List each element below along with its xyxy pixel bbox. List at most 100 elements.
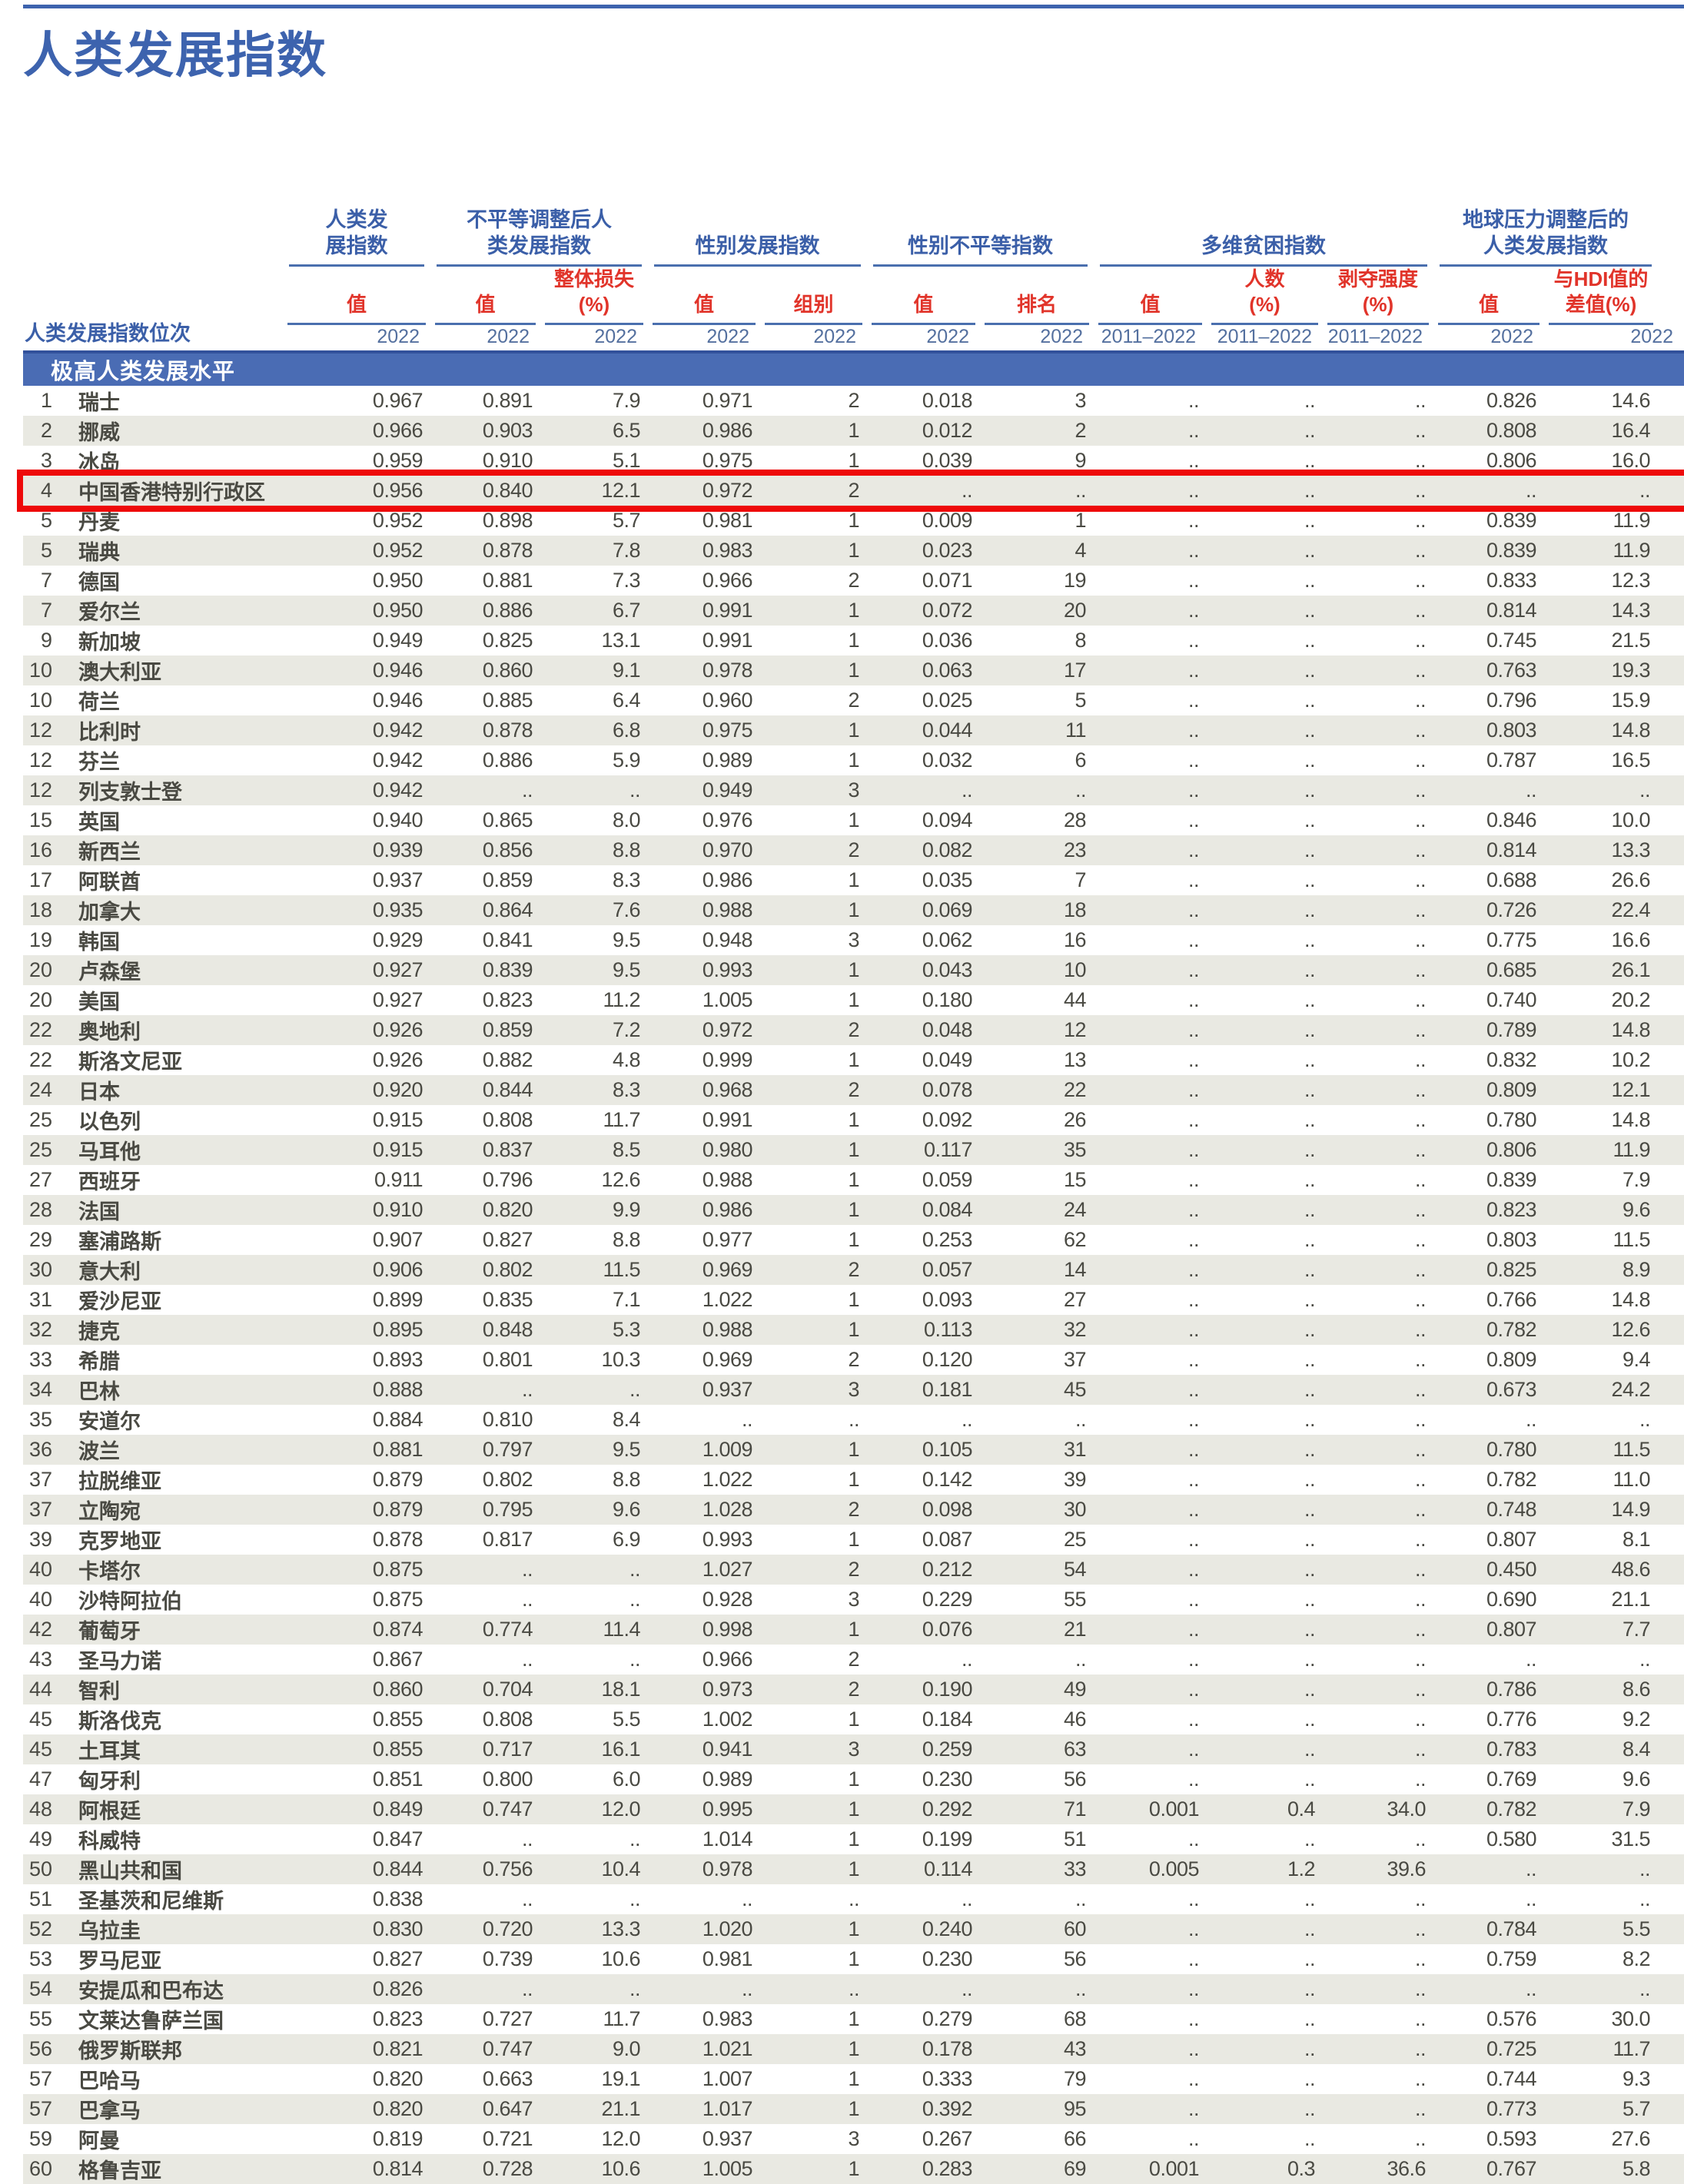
mpi-value-cell: .. [1094,2034,1207,2064]
mpi-intensity-cell: 34.0 [1323,1794,1434,1824]
table-row: 37 立陶宛 0.879 0.795 9.6 1.028 2 0.098 30 … [23,1495,1684,1525]
hdi-value-cell: 0.874 [283,1615,430,1645]
table-row: 57 巴拿马 0.820 0.647 21.1 1.017 1 0.392 95… [23,2094,1684,2124]
country-name: 英国 [78,811,120,834]
mpi-headcount-cell: .. [1207,536,1323,566]
hdi-value-cell: 0.920 [283,1075,430,1105]
hdi-diff-cell: 21.1 [1611,1588,1651,1611]
gii-rank-cell: 13 [1063,1048,1087,1071]
year-cell: 2022 [377,326,420,347]
gii-rank-cell: .. [1075,1648,1087,1671]
mpi-value-cell: .. [1187,1168,1200,1191]
rank-cell: 44 [23,1675,52,1704]
gdi-value-cell: 1.028 [648,1495,760,1525]
gdi-group-cell: 1 [848,1708,859,1731]
gdi-group-cell: 1 [848,1947,859,1970]
report-page: 人类发展指数 人类发展指数位次 人类发 展指数 不平等调整后人 类发展指数 性别… [0,5,1684,2184]
hdi-diff-cell: 14.9 [1544,1495,1684,1525]
country-name: 澳大利亚 [52,656,283,685]
rank-cell: 7 [40,569,52,592]
overall-loss-cell: 8.8 [612,1228,641,1251]
gdi-value-cell: 0.949 [648,775,760,805]
phdi-value-cell: 0.789 [1433,1015,1545,1045]
gdi-group-cell: 1 [760,955,867,985]
mpi-headcount-cell: .. [1304,2067,1316,2090]
hdi-diff-cell: 11.5 [1613,1228,1651,1251]
hdi-diff-cell: 8.9 [1544,1255,1684,1285]
mpi-headcount-cell: .. [1304,808,1316,831]
table-row: 43 圣马力诺 0.867 .. .. 0.966 2 .. .. .. .. … [23,1645,1684,1675]
section-header: 极高人类发展水平 [23,350,1684,386]
gdi-group-cell: 1 [848,868,859,891]
mpi-headcount-cell: .. [1304,868,1316,891]
hdi-diff-cell: .. [1544,775,1684,805]
ihdi-value-cell: 0.808 [482,1708,533,1731]
hdi-value-cell: 0.915 [372,1108,423,1131]
table-row: 33 希腊 0.893 0.801 10.3 0.969 2 0.120 37 … [23,1345,1684,1375]
gdi-value-cell: 1.002 [702,1708,753,1731]
mpi-headcount-cell: .. [1207,656,1323,685]
hdi-value-cell: 0.827 [372,1947,423,1970]
phdi-value-cell: 0.748 [1433,1495,1545,1525]
hdi-diff-cell: 30.0 [1611,2007,1651,2030]
hdi-diff-cell: .. [1544,1974,1684,2004]
ihdi-value-cell: 0.727 [482,2007,533,2030]
country-name: 罗马尼亚 [78,1950,161,1973]
phdi-value-cell: 0.806 [1486,449,1537,472]
mpi-value-cell: .. [1094,1135,1207,1165]
gdi-group-cell: 1 [848,1827,859,1850]
gii-rank-cell: 27 [1063,1288,1087,1311]
country-name: 美国 [78,991,120,1014]
mpi-intensity-cell: .. [1323,1495,1434,1525]
gdi-group-cell: 2 [760,1255,867,1285]
country-name: 以色列 [78,1110,141,1133]
mpi-value-cell: .. [1187,1708,1200,1731]
table-row: 5 瑞典 0.952 0.878 7.8 0.983 1 0.023 4 .. … [23,536,1684,566]
hdi-value-cell: 0.946 [283,656,430,685]
gii-value-cell: 0.035 [922,868,973,891]
gii-value-cell: 0.212 [867,1555,980,1585]
gdi-group-cell: 3 [848,2127,859,2150]
overall-loss-cell: 10.6 [601,1947,640,1970]
hdi-value-cell: 0.879 [283,1495,430,1525]
hdi-diff-cell: 24.2 [1544,1375,1684,1405]
mpi-value-cell: .. [1094,895,1207,925]
mpi-headcount-cell: .. [1207,1015,1323,1045]
country-name: 阿曼 [78,2129,120,2152]
mpi-intensity-cell: .. [1323,476,1434,506]
rank-cell: 47 [28,1767,52,1791]
mpi-value-cell: .. [1187,1947,1200,1970]
gdi-value-cell: 0.986 [702,868,753,891]
gdi-value-cell: 0.971 [702,389,753,412]
gii-rank-cell: 45 [980,1375,1094,1405]
country-name: 新西兰 [52,835,283,865]
gdi-value-cell: 1.007 [702,2067,753,2090]
gii-rank-cell: 3 [1075,389,1086,412]
country-name: 拉脱维亚 [78,1470,161,1493]
gdi-group-cell: 1 [848,1528,859,1551]
gii-rank-cell: 54 [980,1555,1094,1585]
table-row: 9 新加坡 0.949 0.825 13.1 0.991 1 0.036 8 .… [23,626,1684,656]
hdi-value-cell: 0.942 [283,775,430,805]
hdi-value-cell: 0.826 [283,1974,430,2004]
hdi-diff-cell: 14.8 [1611,1108,1651,1131]
rank-cell: 15 [28,808,52,831]
mpi-headcount-cell: 0.3 [1207,2154,1323,2184]
phdi-value-cell: 0.673 [1433,1375,1545,1405]
overall-loss-cell: 7.1 [612,1288,641,1311]
mpi-intensity-cell: .. [1323,1974,1434,2004]
year-cell: 2011–2022 [1217,326,1312,347]
mpi-intensity-cell: .. [1323,1255,1434,1285]
table-row: 5 丹麦 0.952 0.898 5.7 0.981 1 0.009 1 .. … [23,506,1684,536]
mpi-intensity-cell: .. [1415,1108,1427,1131]
gii-value-cell: 0.039 [922,449,973,472]
overall-loss-cell: 9.5 [612,928,641,951]
gii-value-cell: 0.283 [867,2154,980,2184]
rank-cell: 31 [28,1288,52,1311]
overall-loss-cell: 11.4 [540,1615,648,1645]
gii-value-cell: .. [961,1887,973,1910]
overall-loss-cell: .. [629,1588,641,1611]
subhead-gii-value: 值 [872,292,975,325]
top-rule [23,5,1684,8]
rank-cell: 25 [28,1108,52,1131]
